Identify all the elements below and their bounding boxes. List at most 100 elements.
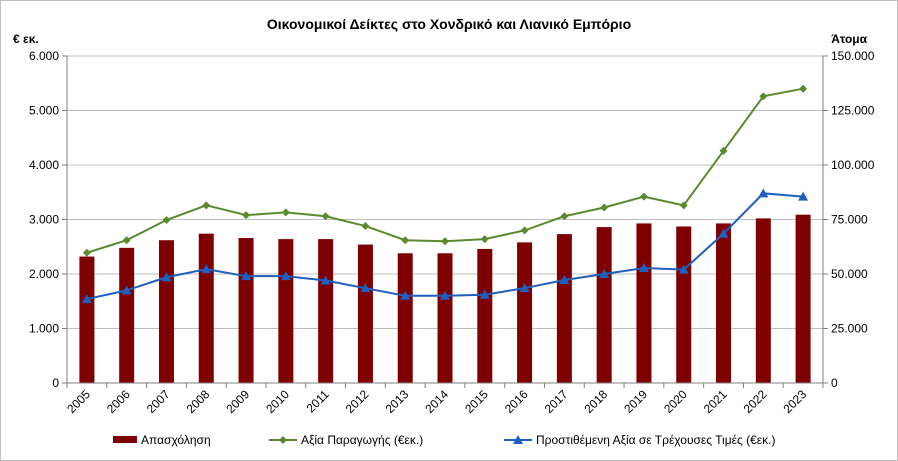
bar-2013 xyxy=(397,253,413,383)
data-point-diamond xyxy=(679,201,688,210)
data-point-triangle xyxy=(758,188,769,198)
data-point-triangle xyxy=(440,290,450,300)
y-right-tick-label: 100.000 xyxy=(831,158,875,172)
data-point-diamond xyxy=(401,236,410,245)
data-point-diamond xyxy=(600,203,609,212)
left-axis-unit-label: € εκ. xyxy=(13,32,39,46)
x-tick-label: 2009 xyxy=(223,387,252,416)
data-point-triangle xyxy=(360,283,371,293)
y-right-tick-label: 50.000 xyxy=(831,267,868,281)
data-point-triangle xyxy=(479,289,490,299)
data-point-triangle xyxy=(559,274,570,284)
y-left-tick-label: 6.000 xyxy=(29,49,59,63)
data-point-diamond xyxy=(82,248,91,257)
bar-2011 xyxy=(318,239,334,383)
data-point-triangle xyxy=(320,275,331,285)
x-tick-label: 2008 xyxy=(184,387,213,416)
data-point-diamond xyxy=(281,208,290,217)
y-right-tick-label: 125.000 xyxy=(831,104,875,118)
data-point-diamond xyxy=(719,146,728,155)
y-left-tick-label: 3.000 xyxy=(29,213,59,227)
x-tick-label: 2020 xyxy=(661,387,690,416)
x-tick-label: 2021 xyxy=(701,387,730,416)
y-left-tick-label: 0 xyxy=(52,376,59,390)
gridlines xyxy=(67,55,823,329)
bar-2006 xyxy=(119,247,135,383)
x-tick-label: 2005 xyxy=(64,387,93,416)
y-right-tick-label: 0 xyxy=(831,376,838,390)
x-tick-label: 2022 xyxy=(741,387,770,416)
bar-2010 xyxy=(278,239,294,383)
right-axis-unit-label: Άτομα xyxy=(831,32,867,46)
data-point-diamond xyxy=(162,216,171,225)
data-point-diamond xyxy=(202,201,211,210)
bar-series-employment xyxy=(79,214,811,383)
x-tick-label: 2007 xyxy=(144,387,173,416)
data-point-triangle xyxy=(121,285,132,295)
y-right-tick-label: 75.000 xyxy=(831,213,868,227)
x-tick-label: 2013 xyxy=(383,387,412,416)
x-tick-label: 2015 xyxy=(462,387,491,416)
x-tick-label: 2019 xyxy=(621,387,650,416)
legend-marker-diamond xyxy=(279,436,287,444)
bar-2017 xyxy=(556,234,572,383)
bar-2009 xyxy=(238,238,254,383)
chart-title: Οικονομικοί Δείκτες στο Χονδρικό και Λια… xyxy=(267,16,631,32)
y-right-tick-label: 25.000 xyxy=(831,322,868,336)
bar-2007 xyxy=(158,240,174,383)
data-point-diamond xyxy=(242,211,251,220)
bar-2014 xyxy=(437,253,453,383)
data-point-triangle xyxy=(241,271,252,281)
data-point-diamond xyxy=(520,226,529,235)
x-tick-label: 2012 xyxy=(343,387,372,416)
data-point-diamond xyxy=(639,192,648,201)
x-tick-label: 2016 xyxy=(502,387,531,416)
data-point-triangle xyxy=(519,283,530,293)
bar-2008 xyxy=(198,233,214,383)
data-point-diamond xyxy=(361,222,370,231)
y-left-tick-label: 1.000 xyxy=(29,322,59,336)
data-point-triangle xyxy=(599,269,610,278)
legend-swatch-bar xyxy=(113,436,137,443)
data-point-diamond xyxy=(799,84,808,93)
data-point-triangle xyxy=(201,264,212,274)
bar-2022 xyxy=(755,218,771,383)
bar-2015 xyxy=(477,248,493,383)
bar-2023 xyxy=(795,214,811,383)
data-point-triangle xyxy=(81,294,92,304)
y-left-tick-label: 5.000 xyxy=(29,104,59,118)
data-point-triangle xyxy=(400,290,411,300)
x-tick-label: 2010 xyxy=(263,387,292,416)
data-point-diamond xyxy=(560,212,569,221)
data-point-diamond xyxy=(759,92,768,101)
data-point-triangle xyxy=(678,264,689,274)
x-tick-label: 2006 xyxy=(104,387,133,416)
bar-2018 xyxy=(596,227,612,383)
bar-2012 xyxy=(357,244,373,383)
y-left-tick-label: 2.000 xyxy=(29,267,59,281)
legend-label: Αξία Παραγωγής (€εκ.) xyxy=(301,433,423,447)
data-point-diamond xyxy=(122,236,131,245)
legend: Απασχόληση Αξία Παραγωγής (€εκ.) Προστιθέμ… xyxy=(113,433,775,447)
legend-label: Απασχόληση xyxy=(141,433,211,447)
legend-label: Προστιθέμενη Αξία σε Τρέχουσες Τιμές (€ε… xyxy=(536,433,775,447)
bar-2019 xyxy=(636,223,652,383)
x-tick-label: 2023 xyxy=(780,387,809,416)
data-point-diamond xyxy=(441,237,449,246)
bar-2005 xyxy=(79,256,95,383)
y-right-tick-label: 150.000 xyxy=(831,49,875,63)
x-tick-label: 2018 xyxy=(581,387,610,416)
legend-marker-triangle xyxy=(513,435,523,444)
line-series xyxy=(81,84,809,304)
data-point-triangle xyxy=(798,191,809,201)
x-tick-label: 2014 xyxy=(422,387,451,416)
data-point-triangle xyxy=(718,228,729,238)
series-line-1 xyxy=(86,87,804,254)
data-point-triangle xyxy=(280,271,291,281)
bar-2020 xyxy=(676,226,692,383)
data-point-diamond xyxy=(321,212,330,221)
data-point-triangle xyxy=(638,263,649,273)
x-tick-label: 2011 xyxy=(304,387,332,415)
